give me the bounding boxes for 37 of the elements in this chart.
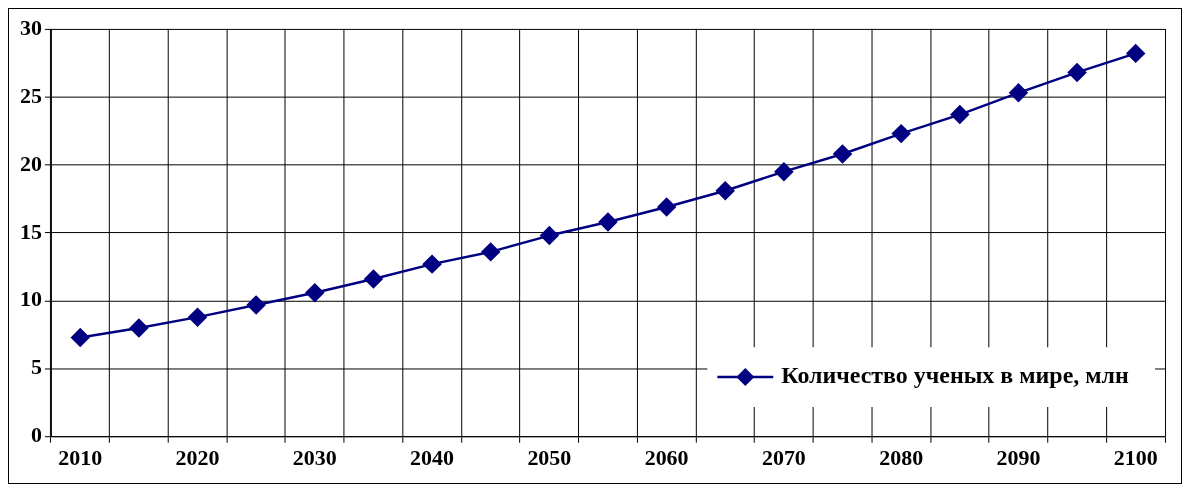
point [71, 328, 90, 347]
y-tick-label: 25 [19, 82, 42, 108]
point [657, 197, 676, 217]
point [129, 318, 149, 338]
point [598, 212, 618, 232]
point [716, 181, 735, 200]
point [305, 283, 325, 302]
x-tick-label: 2070 [761, 444, 806, 470]
y-tick-label: 15 [19, 218, 42, 244]
x-tick-label: 2030 [292, 444, 337, 470]
x-tick-label: 2040 [410, 444, 455, 470]
x-tick-label: 2060 [644, 444, 689, 470]
y-tick-label: 0 [30, 422, 42, 448]
point [774, 162, 794, 181]
legend-label: Количество ученых в мире, млн [781, 362, 1129, 389]
point [364, 269, 383, 289]
point [188, 307, 207, 327]
x-tick-label: 2050 [527, 444, 572, 470]
point [1009, 83, 1028, 103]
x-tick-label: 2020 [175, 444, 220, 470]
x-tick-label: 2100 [1113, 444, 1158, 470]
y-tick-label: 5 [30, 354, 42, 380]
point [950, 105, 970, 124]
point [422, 254, 442, 274]
y-tick-label: 10 [19, 286, 42, 312]
point [481, 242, 500, 262]
point [246, 295, 266, 315]
point [891, 124, 911, 143]
x-tick-label: 2080 [879, 444, 924, 470]
y-tick-label: 30 [19, 14, 42, 40]
point [1126, 44, 1145, 63]
point [540, 226, 559, 245]
point [1067, 63, 1087, 82]
point [833, 144, 852, 164]
y-tick-label: 20 [19, 150, 42, 176]
x-tick-label: 2090 [996, 444, 1041, 470]
x-tick-label: 2010 [58, 444, 103, 470]
